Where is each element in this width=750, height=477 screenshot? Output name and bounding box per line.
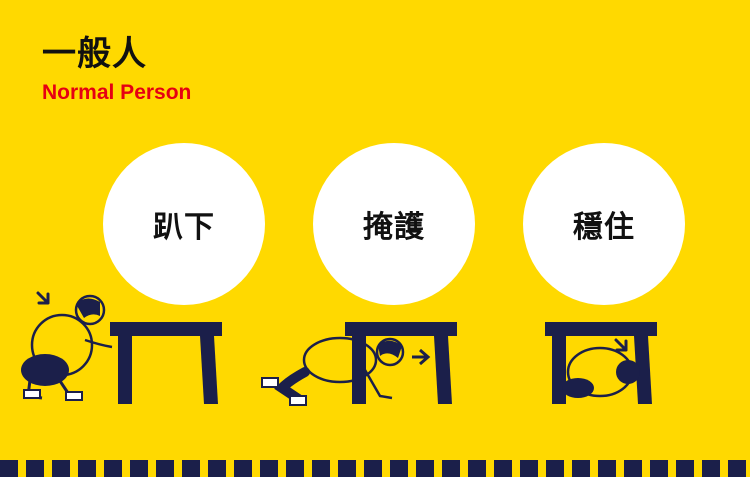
step-cover-label: 掩護 [363, 210, 425, 245]
step-cover-circle: 掩護 [313, 143, 475, 305]
person-dropping-icon [21, 291, 113, 401]
step-drop-label: 趴下 [153, 210, 215, 245]
table-icon [345, 322, 457, 404]
page-title: 一般人 [42, 34, 147, 74]
person-crawling-under-table-icon [261, 336, 431, 406]
step-hold-label: 穩住 [573, 210, 635, 245]
page-subtitle: Normal Person [42, 81, 192, 104]
illustration-scene [21, 291, 657, 406]
step-hold-circle: 穩住 [523, 143, 685, 305]
step-drop-circle: 趴下 [103, 143, 265, 305]
table-icon [110, 322, 222, 404]
hazard-stripe-border [0, 460, 750, 477]
person-holding-on-under-table-icon [562, 338, 640, 398]
